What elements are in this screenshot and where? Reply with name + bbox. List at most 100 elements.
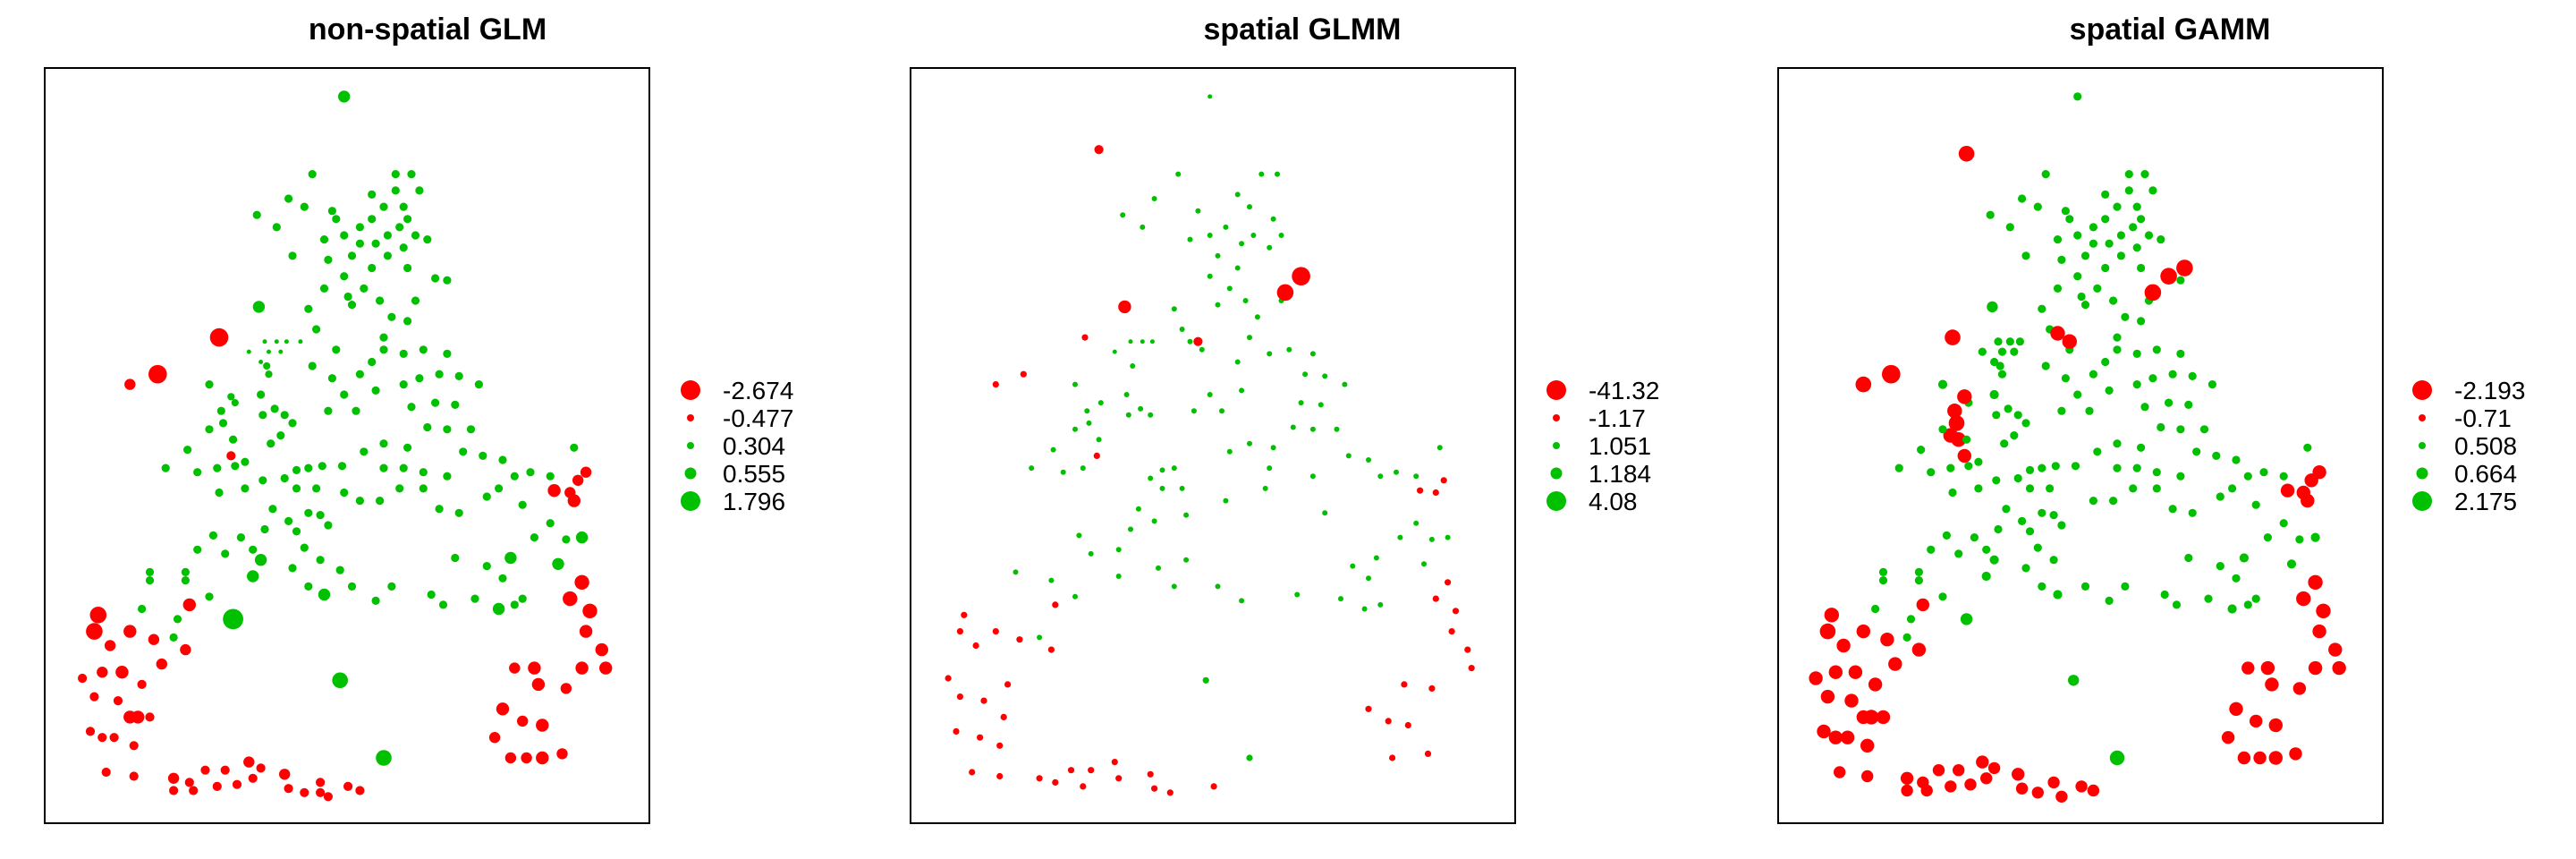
data-point	[1901, 784, 1913, 797]
data-point	[2265, 677, 2279, 692]
data-point	[2168, 505, 2177, 514]
data-point	[2148, 186, 2157, 195]
data-point	[1276, 284, 1294, 302]
data-point	[1149, 339, 1155, 344]
data-point	[252, 301, 266, 313]
data-point	[343, 781, 353, 792]
data-point	[411, 231, 420, 240]
data-point	[2002, 505, 2011, 514]
data-point	[403, 263, 412, 273]
data-point	[1856, 624, 1870, 639]
data-point	[371, 386, 380, 395]
data-point	[953, 727, 960, 736]
data-point	[316, 511, 325, 520]
data-point	[368, 357, 377, 367]
data-point	[961, 611, 968, 618]
legend-label: -2.674	[723, 377, 793, 404]
data-point	[184, 778, 194, 787]
data-point	[1385, 718, 1392, 725]
data-point	[1976, 755, 1989, 769]
data-point	[2157, 422, 2165, 432]
data-point	[2109, 750, 2125, 766]
panel-title: spatial GAMM	[2070, 13, 2271, 47]
data-point	[466, 425, 476, 434]
data-point	[2080, 582, 2090, 591]
data-point	[340, 231, 349, 240]
data-point	[2021, 419, 2030, 428]
data-point	[2237, 751, 2251, 765]
data-point	[379, 439, 388, 448]
data-point	[1239, 241, 1245, 247]
data-point	[1239, 387, 1245, 394]
data-point	[1048, 577, 1055, 583]
data-point	[1978, 347, 1987, 356]
data-point	[427, 590, 436, 600]
data-point	[2113, 333, 2122, 342]
data-point	[340, 390, 349, 399]
data-point	[1151, 785, 1158, 792]
legend-symbol	[1546, 380, 1566, 400]
data-point	[1987, 761, 2001, 775]
data-point	[1278, 233, 1284, 238]
data-point	[1365, 705, 1372, 712]
legend-label: 2.175	[2454, 488, 2517, 515]
data-point	[292, 527, 301, 536]
data-point	[1445, 534, 1451, 540]
data-point	[229, 435, 238, 444]
data-point	[319, 235, 329, 244]
data-point	[2101, 190, 2110, 199]
data-point	[1187, 236, 1193, 242]
data-point	[2124, 170, 2133, 179]
data-point	[2137, 317, 2146, 326]
data-point	[1215, 583, 1221, 590]
data-point	[2312, 465, 2326, 480]
data-point	[1964, 462, 1973, 471]
data-point	[2140, 170, 2149, 179]
data-point	[2301, 493, 2315, 508]
data-point	[407, 403, 416, 412]
data-point	[1917, 446, 1926, 455]
data-point	[2101, 357, 2110, 367]
data-point	[1191, 408, 1197, 414]
data-point	[2312, 624, 2326, 639]
data-point	[1937, 379, 1948, 389]
data-point	[2251, 500, 2260, 509]
data-point	[193, 468, 202, 477]
data-point	[1322, 510, 1328, 516]
data-point	[1148, 475, 1154, 481]
data-point	[1401, 681, 1408, 688]
data-point	[2061, 207, 2070, 216]
data-point	[2005, 337, 2014, 346]
data-point	[1428, 536, 1435, 542]
data-point	[1997, 347, 2007, 356]
data-point	[395, 484, 404, 493]
data-point	[518, 500, 527, 509]
data-point	[332, 345, 341, 354]
data-point	[300, 202, 309, 211]
legend-label: 1.796	[723, 488, 785, 515]
data-point	[1207, 392, 1213, 397]
data-point	[2013, 411, 2022, 420]
data-point	[2049, 511, 2058, 520]
data-point	[980, 697, 987, 704]
data-point	[376, 750, 392, 766]
data-point	[1254, 314, 1260, 320]
data-point	[1195, 208, 1201, 214]
data-point	[1836, 638, 1851, 653]
data-point	[280, 473, 289, 483]
data-point	[2080, 301, 2090, 310]
legend-label: 0.664	[2454, 460, 2517, 488]
data-point	[1120, 212, 1126, 218]
data-point	[1834, 766, 1846, 778]
data-point	[1377, 473, 1384, 480]
data-point	[2279, 519, 2288, 528]
legend-symbol	[1546, 491, 1566, 511]
data-point	[431, 274, 440, 283]
data-point	[2018, 194, 2027, 203]
data-point	[340, 272, 349, 281]
data-point	[1953, 764, 1965, 777]
data-point	[1916, 598, 1929, 612]
data-point	[347, 582, 357, 591]
data-point	[2116, 251, 2125, 260]
data-point	[288, 251, 297, 260]
